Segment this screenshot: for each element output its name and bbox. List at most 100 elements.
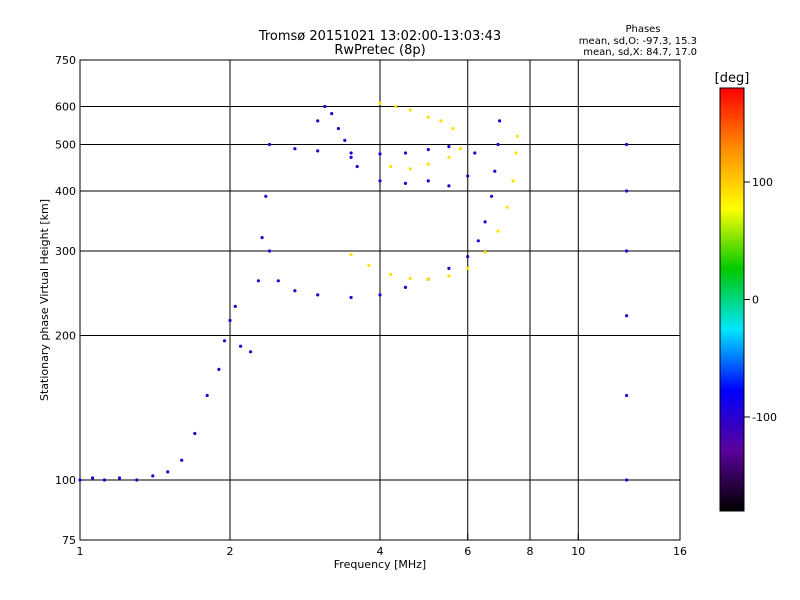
echo-point [466,255,470,259]
y-tick-label: 500 [55,139,76,152]
y-axis-label: Stationary phase Virtual Height [km] [38,199,51,401]
echo-point [408,276,412,281]
echo-point [349,155,353,159]
stats-header: Phases [625,24,660,35]
echo-point [389,272,393,277]
colorbar-tick-label: -100 [752,411,777,424]
echo-point [316,293,320,297]
echo-point [367,263,371,267]
colorbar-tick-label: 0 [752,294,759,307]
echo-point [249,350,253,354]
stats-x: mean, sd,X: 84.7, 17.0 [583,47,697,58]
echo-point [466,174,470,178]
echo-point [625,314,629,318]
echo-point [378,152,382,156]
echo-point [316,119,320,123]
y-tick-label: 200 [55,330,76,343]
echo-point [394,104,398,109]
echo-point [222,339,227,343]
echo-point [260,236,264,240]
echo-point [426,179,430,183]
echo-point [447,184,451,188]
echo-point [403,285,408,289]
echo-point [180,458,184,462]
echo-point [349,295,353,300]
stats-o: mean, sd,O: -97.3, 15.3 [579,36,697,47]
echo-point [447,274,451,278]
y-tick-label: 300 [55,245,76,258]
echo-point [625,142,629,147]
echo-point [256,279,260,283]
y-tick-label: 600 [55,101,76,114]
echo-point [511,179,515,183]
axis-ticks: 1 2 4 6 8 10 16 75 100 200 300 400 500 600 750 [55,54,687,558]
y-tick-label: 400 [55,185,76,198]
echo-point [151,474,155,478]
echo-point [378,179,382,183]
colorbar-ticks: 100 0 -100 [744,176,777,424]
echo-point [349,151,353,155]
echo-point [233,304,237,308]
echo-point [625,393,629,398]
echo-point [217,367,221,371]
echo-point [378,293,382,297]
echo-point [498,119,502,123]
echo-point [403,151,408,155]
data-points [78,101,629,482]
echo-point [355,164,359,169]
echo-point [473,151,477,155]
echo-point [439,119,443,123]
echo-point [458,147,462,151]
echo-point [496,142,500,147]
x-tick-label: 4 [377,545,384,558]
echo-point [267,249,272,253]
echo-point [505,205,509,209]
echo-point [293,289,297,293]
y-tick-label: 75 [62,534,76,547]
echo-point [403,181,408,185]
echo-point [91,476,95,480]
echo-point [426,162,430,166]
echo-point [378,101,382,105]
echo-point [166,470,170,474]
echo-point [447,266,451,270]
echo-point [466,266,470,270]
echo-point [205,393,209,398]
echo-point [426,277,430,281]
chart-title: Tromsø 20151021 13:02:00-13:03:43 [258,29,501,44]
echo-point [483,250,487,254]
echo-point [276,279,280,283]
echo-point [117,476,122,480]
echo-point [316,149,320,153]
echo-point [451,126,455,131]
echo-point [264,194,268,198]
echo-point [78,478,82,482]
echo-point [193,431,197,436]
echo-point [515,134,520,138]
y-tick-label: 750 [55,54,76,67]
echo-point [228,318,232,323]
x-tick-label: 8 [527,545,534,558]
echo-point [447,155,451,159]
x-axis-label: Frequency [MHz] [334,558,426,571]
echo-point [426,148,430,152]
colorbar [719,87,745,512]
echo-point [349,252,353,257]
x-tick-label: 6 [464,545,471,558]
colorbar-tick-label: 100 [752,176,773,189]
echo-point [496,229,500,233]
x-tick-label: 16 [673,545,687,558]
echo-point [447,145,451,149]
echo-point [330,112,334,116]
echo-point [102,478,107,482]
echo-point [408,167,412,171]
echo-point [343,138,347,142]
echo-point [514,151,518,155]
grid [80,60,680,540]
echo-point [426,115,430,119]
echo-point [336,126,340,131]
echo-point [625,189,629,193]
x-tick-label: 2 [227,545,234,558]
echo-point [389,164,393,169]
